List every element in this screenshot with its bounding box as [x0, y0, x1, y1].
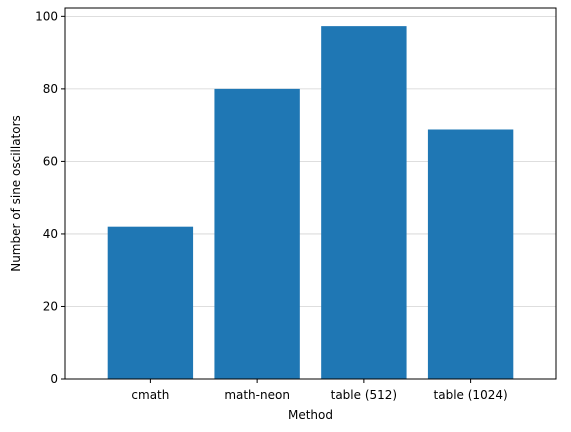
y-tick-label: 0 [50, 372, 58, 386]
x-tick-label: cmath [131, 388, 169, 402]
bar-cmath [107, 226, 194, 379]
y-tick-label: 60 [43, 154, 58, 168]
y-tick-label: 80 [43, 82, 58, 96]
bar-math-neon [214, 88, 300, 379]
x-tick-label: math-neon [224, 388, 290, 402]
y-axis-label: Number of sine oscillators [9, 115, 23, 272]
y-axis-ticks: 0 20 40 60 80 100 [35, 9, 65, 386]
x-tick-label: table (1024) [434, 388, 508, 402]
x-axis-label: Method [288, 408, 333, 422]
y-tick-label: 40 [43, 227, 58, 241]
y-tick-label: 100 [35, 9, 58, 23]
y-tick-label: 20 [43, 299, 58, 313]
bar-table-512 [321, 26, 407, 380]
bar-table-1024 [427, 129, 514, 379]
plot-frame [64, 7, 557, 380]
x-tick-label: table (512) [331, 388, 397, 402]
bars [107, 26, 514, 380]
x-axis-ticks: cmath math-neon table (512) table (1024) [131, 379, 508, 402]
